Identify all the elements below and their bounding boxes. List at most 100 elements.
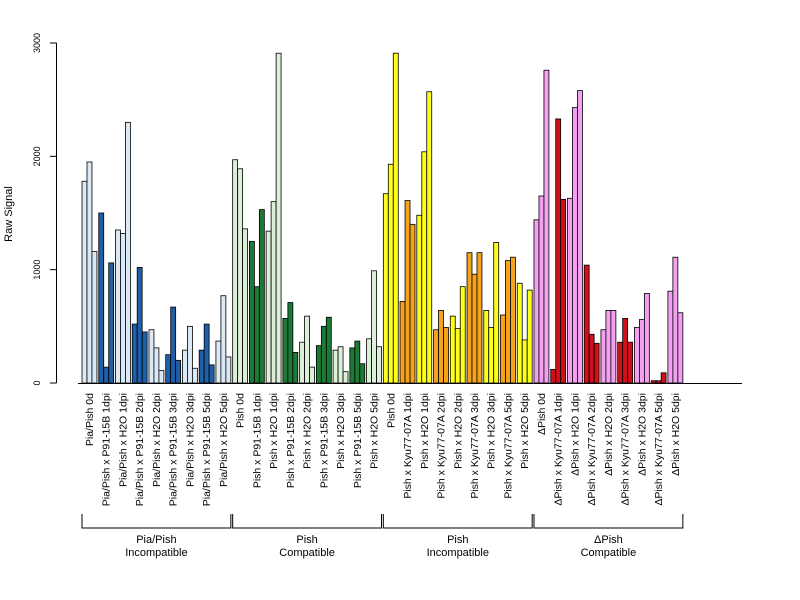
bar [521, 339, 528, 384]
x-tick-label: Pish x Kyu77-07A 1dpi [402, 393, 414, 499]
bar [660, 372, 667, 384]
x-tick-label: ΔPish x Kyu77-07A 1dpi [553, 393, 565, 506]
x-tick-label: Pish x H2O 1dpi [419, 393, 431, 469]
x-tick-label: ΔPish x H2O 1dpi [569, 393, 581, 476]
bar [203, 323, 210, 384]
bar [108, 262, 115, 384]
bar [225, 356, 232, 384]
bar [265, 230, 272, 384]
group-bracket [382, 514, 533, 529]
bar [500, 314, 506, 384]
x-tick-label: Pish x H2O 1dpi [268, 393, 280, 469]
bar [182, 349, 188, 384]
x-tick-label: Pish 0d [385, 393, 397, 428]
bar [600, 329, 607, 384]
bar [86, 161, 93, 384]
bar [483, 310, 490, 384]
x-tick-label: Pish x P91-15B 3dpi [318, 393, 330, 488]
y-tick-label: 0 [32, 380, 42, 385]
bar [577, 90, 583, 384]
bar [258, 209, 265, 384]
bar [98, 212, 105, 384]
bar [433, 329, 439, 384]
x-tick-label: Pia/Pish x P91-15B 3dpi [168, 393, 180, 506]
group-label: Compatible [279, 547, 335, 559]
bar [153, 347, 160, 384]
x-tick-label: Pia/Pish 0d [84, 393, 96, 446]
bar [459, 286, 466, 384]
bar [371, 270, 377, 384]
x-tick-label: Pish 0d [235, 393, 247, 428]
bar [399, 300, 406, 384]
bar [320, 325, 327, 384]
bar [505, 260, 511, 384]
bar [510, 256, 516, 384]
bar [416, 214, 423, 384]
bar [354, 340, 361, 384]
bar [610, 310, 617, 384]
x-tick-label: Pia/Pish x P91-15B 1dpi [101, 393, 113, 506]
bar [443, 327, 449, 384]
bar [136, 266, 143, 384]
x-tick-label: ΔPish x Kyu77-07A 5dpi [653, 393, 665, 506]
bar [672, 256, 679, 384]
group-label: Pish [447, 534, 468, 546]
bar [304, 315, 310, 384]
bar [567, 197, 573, 384]
bar [538, 195, 545, 384]
group-bracket [232, 514, 383, 529]
x-tick-label: Pish x P91-15B 1dpi [251, 393, 263, 488]
bar [409, 223, 416, 384]
bar [91, 251, 98, 384]
x-tick-label: ΔPish x Kyu77-07A 2dpi [586, 393, 598, 506]
bar [208, 364, 215, 384]
bar [366, 338, 372, 384]
bar [449, 315, 456, 384]
bar [572, 107, 578, 384]
x-tick-label: Pia/Pish x H2O 2dpi [151, 393, 163, 487]
bar [543, 69, 550, 384]
bar [309, 366, 315, 384]
x-tick-label: Pish x Kyu77-07A 5dpi [502, 393, 514, 499]
bar [220, 295, 227, 384]
x-tick-label: Pish x H2O 5dpi [519, 393, 531, 469]
bar [315, 345, 322, 384]
bar [187, 325, 193, 384]
x-tick-label: Pish x Kyu77-07A 2dpi [436, 393, 448, 499]
group-label: Incompatible [427, 547, 489, 559]
bar [287, 302, 294, 384]
bar [476, 252, 483, 384]
bar [588, 333, 595, 384]
x-tick-label: Pia/Pish x H2O 1dpi [117, 393, 129, 487]
bar [438, 310, 444, 384]
bar [215, 340, 222, 384]
bar [617, 341, 624, 384]
x-tick-label: Pia/Pish x H2O 3dpi [184, 393, 196, 487]
bar [325, 316, 332, 384]
x-tick-label: Pish x H2O 2dpi [452, 393, 464, 469]
bar [191, 367, 198, 384]
x-tick-labels: Pia/Pish 0d Pia/Pish x P91-15B 1dpi Pia/Pi… [84, 393, 682, 506]
x-tick-label: Pish x P91-15B 5dpi [352, 393, 364, 488]
x-tick-label: Pia/Pish x H2O 5dpi [218, 393, 230, 487]
x-tick-label: Pish x H2O 3dpi [486, 393, 498, 469]
bar [526, 289, 533, 384]
bar [270, 201, 277, 384]
group-label: Pish [296, 534, 317, 546]
y-axis: 0 1000 2000 3000 [32, 33, 57, 386]
bar [376, 346, 382, 384]
x-tick-label: ΔPish x H2O 3dpi [636, 393, 648, 476]
group-label: Pia/Pish [136, 534, 176, 546]
bar [560, 198, 567, 384]
bar [275, 52, 282, 384]
bar [550, 368, 557, 384]
x-tick-label: ΔPish 0d [536, 393, 548, 435]
bar [170, 306, 177, 384]
group-label: ΔPish [594, 534, 623, 546]
y-tick-label: 3000 [32, 33, 42, 53]
bar [131, 323, 138, 384]
bar [639, 319, 645, 384]
bar [488, 327, 495, 384]
bar [622, 317, 629, 384]
bar [120, 232, 126, 384]
